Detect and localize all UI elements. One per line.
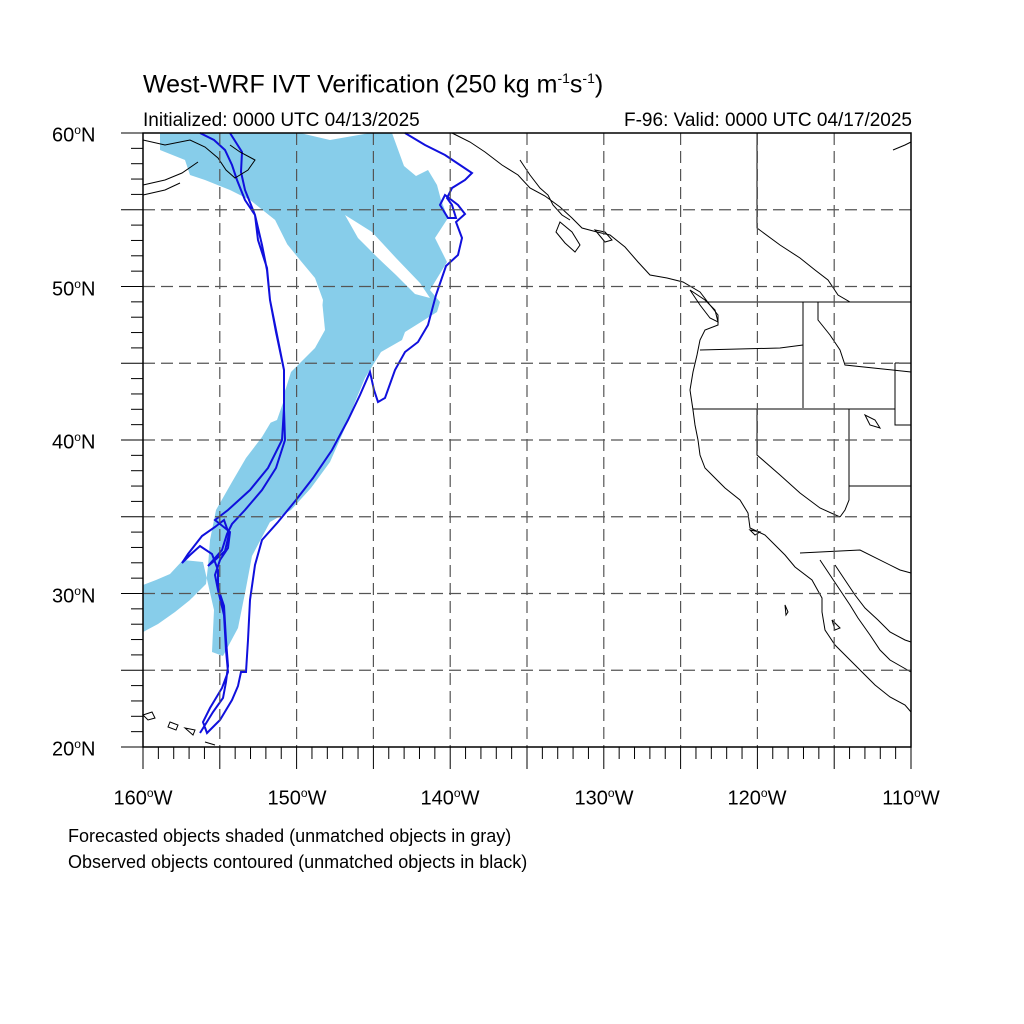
lon-label-130w: 130oW — [574, 786, 634, 810]
chart-title: West-WRF IVT Verification (250 kg m-1s-1… — [143, 70, 604, 99]
graticule — [143, 133, 911, 747]
coastlines — [142, 132, 912, 746]
initialization-time: Initialized: 0000 UTC 04/13/2025 — [143, 110, 420, 131]
observed-note: Observed objects contoured (unmatched ob… — [68, 852, 528, 872]
map-frame — [121, 132, 912, 769]
lat-label-40n: 40oN — [52, 430, 96, 454]
forecast-note: Forecasted objects shaded (unmatched obj… — [68, 826, 512, 846]
lat-label-60n: 60oN — [52, 123, 96, 147]
lat-label-50n: 50oN — [52, 277, 96, 301]
lon-label-120w: 120oW — [727, 786, 787, 810]
political-boundaries — [690, 133, 912, 574]
lat-label-30n: 30oN — [52, 584, 96, 608]
lon-label-160w: 160oW — [113, 786, 173, 810]
valid-time: F-96: Valid: 0000 UTC 04/17/2025 — [624, 110, 912, 131]
observed-ivt-contour — [181, 132, 474, 735]
lon-label-140w: 140oW — [420, 786, 480, 810]
forecast-ivt-object — [143, 133, 448, 656]
lon-label-110w: 110oW — [882, 786, 940, 810]
lon-label-150w: 150oW — [267, 786, 327, 810]
lat-label-20n: 20oN — [52, 737, 96, 761]
